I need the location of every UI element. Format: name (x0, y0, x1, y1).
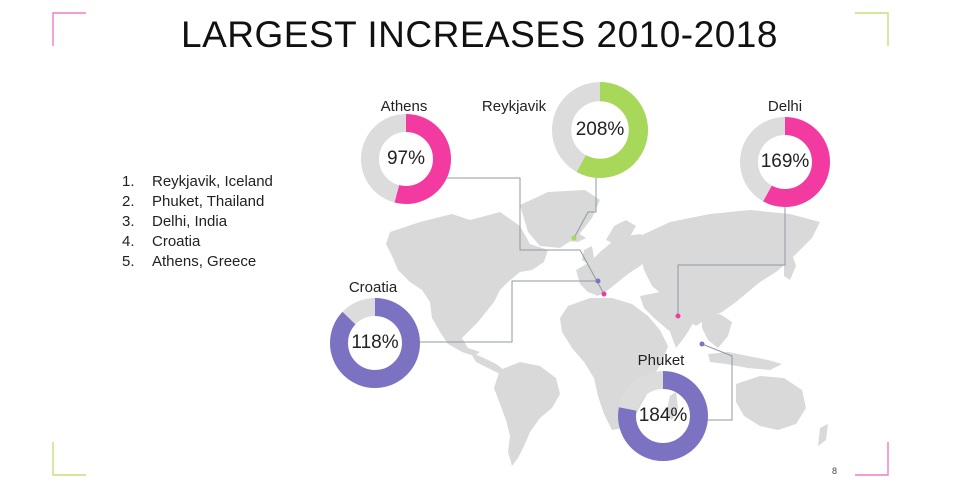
marker-reykjavik (571, 235, 577, 241)
label-athens: Athens (380, 98, 428, 115)
madagascar-shape (666, 392, 678, 420)
page-number: 8 (832, 466, 838, 476)
donut-phuket (618, 371, 708, 461)
donut-croatia (330, 298, 420, 388)
list-number: 1. (122, 173, 135, 190)
donut-delhi (740, 117, 830, 207)
marker-phuket (699, 341, 705, 347)
athens-donut-arc (361, 114, 451, 204)
page-title: LARGEST INCREASES 2010-2018 (181, 14, 778, 55)
asia-shape (640, 210, 820, 326)
value-label-athens: 97% (386, 148, 426, 169)
corner-bracket-top-right (855, 12, 889, 46)
south-america-shape (494, 362, 560, 466)
marker-athens (601, 291, 607, 297)
donut-reykjavik (552, 82, 648, 178)
value-label-reykjavik: 208% (575, 119, 625, 140)
list-number: 2. (122, 193, 135, 210)
connector-reykjavik (573, 176, 597, 239)
india-shape (664, 298, 700, 348)
label-croatia: Croatia (348, 279, 398, 296)
list-number: 4. (122, 233, 135, 250)
ranking-list: 1. Reykjavik, Iceland 2. Phuket, Thailand … (122, 172, 273, 272)
greenland-shape (520, 190, 600, 248)
croatia-donut-arc (330, 298, 420, 388)
list-item: 2. Phuket, Thailand (122, 192, 273, 212)
delhi-donut-arc (740, 117, 830, 207)
central-america-shape (470, 352, 504, 374)
value-label-phuket: 184% (638, 405, 688, 426)
list-item-label: Athens, Greece (152, 253, 257, 270)
japan-shape (784, 254, 796, 280)
list-item: 5. Athens, Greece (122, 252, 273, 272)
connector-delhi (677, 205, 786, 316)
corner-bracket-bottom-left (52, 442, 86, 476)
value-label-delhi: 169% (760, 151, 810, 172)
indonesia-shape (708, 352, 782, 370)
list-item-label: Phuket, Thailand (152, 193, 265, 210)
phuket-donut-arc (618, 371, 708, 461)
list-item-label: Delhi, India (152, 213, 228, 230)
list-number: 3. (122, 213, 135, 230)
label-delhi: Delhi (767, 98, 803, 115)
reykjavik-donut-arc (552, 82, 648, 178)
list-item-label: Reykjavik, Iceland (152, 173, 273, 190)
new-zealand-shape (818, 424, 828, 446)
scandinavia-shape (606, 220, 636, 246)
donut-athens (361, 114, 451, 204)
australia-shape (736, 376, 806, 430)
corner-bracket-top-left (52, 12, 86, 46)
connector-phuket (701, 343, 733, 421)
value-label-croatia: 118% (351, 332, 399, 353)
list-item-label: Croatia (152, 233, 201, 250)
list-number: 5. (122, 253, 135, 270)
list-item: 3. Delhi, India (122, 212, 273, 232)
connector-croatia (420, 280, 598, 343)
connector-athens (446, 177, 605, 295)
label-phuket: Phuket (637, 352, 685, 369)
southeast-asia-shape (702, 314, 732, 348)
list-item: 1. Reykjavik, Iceland (122, 172, 273, 192)
list-item: 4. Croatia (122, 232, 273, 252)
north-america-shape (386, 212, 548, 356)
marker-croatia (595, 278, 601, 284)
corner-bracket-bottom-right (855, 442, 889, 476)
marker-delhi (675, 313, 681, 319)
label-reykjavik: Reykjavik (481, 98, 547, 115)
